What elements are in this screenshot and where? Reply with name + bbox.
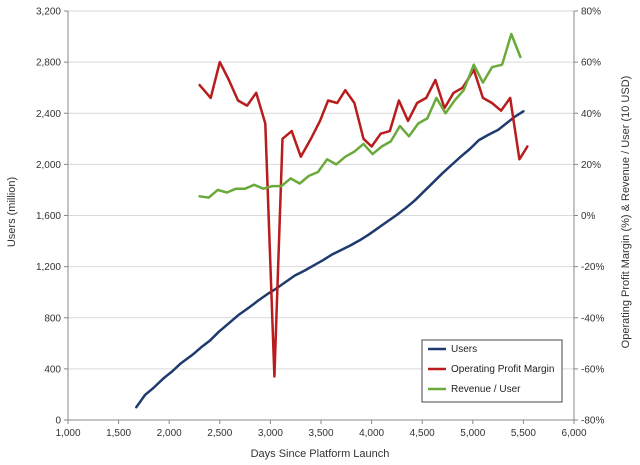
x-tick-label: 3,000 — [258, 428, 283, 439]
y-right-tick-label: -20% — [581, 262, 604, 273]
y-axis-left-title: Users (million) — [6, 177, 18, 247]
series-line-operating-profit-margin — [198, 60, 529, 378]
x-tick-label: 4,500 — [410, 428, 435, 439]
y-left-tick-label: 1,200 — [36, 262, 61, 273]
legend-box — [421, 339, 563, 403]
y-left-tick-label: 400 — [44, 364, 61, 375]
y-right-tick-label: -60% — [581, 364, 604, 375]
x-tick-label: 5,000 — [460, 428, 485, 439]
y-left-tick-label: 3,200 — [36, 7, 61, 18]
y-right-tick-label: -40% — [581, 313, 604, 324]
series-layer — [135, 32, 529, 409]
legend: Users Operating Profit Margin Revenue / … — [421, 339, 563, 403]
series-line-revenue-user — [198, 32, 522, 199]
y-left-tick-label: 0 — [55, 416, 61, 427]
x-tick-label: 5,500 — [511, 428, 536, 439]
axes — [64, 10, 578, 424]
grid-lines — [68, 10, 574, 370]
series-line-users — [135, 110, 525, 409]
tick-labels: 0 400 800 1,200 1,600 2,000 2,400 2,800 3,200 -80… — [36, 7, 604, 440]
y-left-tick-label: 800 — [44, 313, 61, 324]
x-tick-label: 6,000 — [561, 428, 586, 439]
x-tick-label: 3,500 — [308, 428, 333, 439]
x-tick-label: 1,000 — [55, 428, 80, 439]
y-right-tick-label: 80% — [581, 7, 601, 18]
y-left-tick-label: 1,600 — [36, 211, 61, 222]
x-axis-title: Days Since Platform Launch — [251, 448, 390, 460]
x-tick-label: 1,500 — [106, 428, 131, 439]
legend-label-operating-profit-margin: Operating Profit Margin — [451, 364, 554, 375]
x-tick-label: 2,500 — [207, 428, 232, 439]
x-tick-label: 2,000 — [157, 428, 182, 439]
legend-label-users: Users — [451, 344, 477, 355]
y-left-tick-label: 2,000 — [36, 160, 61, 171]
y-right-tick-label: 60% — [581, 58, 601, 69]
y-right-tick-label: 20% — [581, 160, 601, 171]
y-left-tick-label: 2,400 — [36, 109, 61, 120]
y-right-tick-label: 40% — [581, 109, 601, 120]
legend-label-revenue-per-user: Revenue / User — [451, 384, 521, 395]
y-right-tick-label: -80% — [581, 416, 604, 427]
y-left-tick-label: 2,800 — [36, 58, 61, 69]
y-axis-right-title: Operating Profit Margin (%) & Revenue / … — [620, 76, 632, 349]
y-right-tick-label: 0% — [581, 211, 596, 222]
x-tick-label: 4,000 — [359, 428, 384, 439]
